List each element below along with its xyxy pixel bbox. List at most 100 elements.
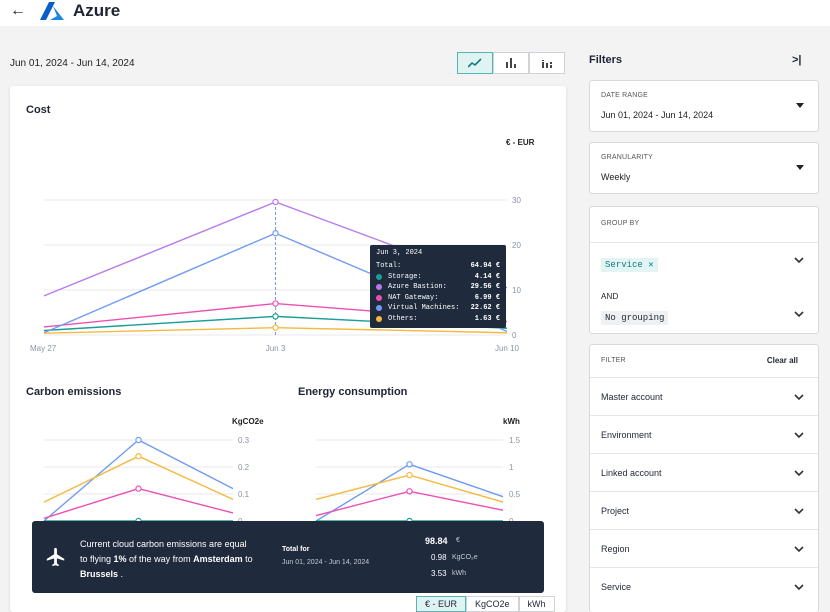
tooltip-row-bastion: Azure Bastion: 29.56 € bbox=[376, 282, 500, 293]
carbon-unit: KgCO2e bbox=[232, 417, 264, 426]
tooltip-value: 29.56 € bbox=[470, 283, 500, 292]
y-tick-label: 30 bbox=[512, 196, 521, 205]
filter-row[interactable]: Linked account bbox=[590, 453, 818, 491]
divider bbox=[590, 242, 818, 243]
line-chart-toggle[interactable] bbox=[457, 52, 493, 74]
tooltip-label: Virtual Machines: bbox=[388, 304, 460, 313]
remove-chip-icon[interactable]: ✕ bbox=[648, 260, 654, 270]
y-tick-label: 10 bbox=[512, 286, 521, 295]
carbon-banner: Current cloud carbon emissions are equal… bbox=[32, 521, 544, 593]
filter-row[interactable]: Service bbox=[590, 567, 818, 605]
storage-dot-icon bbox=[376, 273, 382, 280]
chevron-down-icon[interactable] bbox=[794, 311, 804, 318]
tooltip-value: 22.62 € bbox=[470, 304, 500, 313]
chevron-stroke bbox=[794, 584, 804, 591]
banner-percent: 1% bbox=[113, 554, 127, 564]
banner-line-2c: of the way from bbox=[126, 554, 194, 564]
total-kwh-value: 3.53 bbox=[431, 569, 447, 578]
cost-title: Cost bbox=[26, 104, 51, 116]
y-tick-label: 0.2 bbox=[238, 463, 250, 472]
bar-chart-toggle[interactable] bbox=[493, 52, 529, 74]
x-tick-label: Jun 10 bbox=[495, 344, 520, 353]
back-arrow-icon[interactable]: ← bbox=[10, 2, 26, 19]
data-point bbox=[272, 198, 279, 206]
y-tick-label: 0.5 bbox=[509, 490, 521, 499]
data-point bbox=[272, 300, 279, 307]
top-bar: ← Azure bbox=[0, 0, 830, 26]
tooltip-value: 1.63 € bbox=[474, 314, 500, 323]
filter-row-label: Environment bbox=[601, 429, 652, 440]
tooltip-value: 6.99 € bbox=[474, 293, 500, 302]
total-label: Total for bbox=[282, 546, 310, 553]
data-point bbox=[406, 471, 413, 479]
page-title: Azure bbox=[73, 1, 121, 20]
energy-chart: 00.511.5 bbox=[315, 436, 521, 526]
unit-tab-kwh[interactable]: kWh bbox=[518, 596, 555, 612]
cost-tooltip: Jun 3, 2024 Total: 64.94 € Storage: 4.14… bbox=[370, 245, 506, 328]
date-range-label: Jun 01, 2024 - Jun 14, 2024 bbox=[10, 58, 135, 69]
tooltip-value: 4.14 € bbox=[474, 272, 500, 281]
unit-tab-eur[interactable]: € - EUR bbox=[416, 596, 467, 612]
bastion-dot-icon bbox=[376, 284, 382, 291]
y-tick-label: 1.5 bbox=[509, 436, 521, 445]
y-tick-label: 0.1 bbox=[238, 490, 250, 499]
date-range-select[interactable]: DATE RANGE Jun 01, 2024 - Jun 14, 2024 bbox=[589, 80, 819, 132]
data-point bbox=[135, 485, 142, 492]
others-dot-icon bbox=[376, 315, 382, 322]
group-by-chip-label: Service bbox=[605, 260, 643, 270]
filter-row[interactable]: Environment bbox=[590, 415, 818, 453]
dropdown-arrow-icon bbox=[796, 165, 804, 170]
banner-origin: Amsterdam bbox=[193, 554, 243, 564]
unit-tabs: € - EUR KgCO2e kWh bbox=[416, 596, 555, 612]
tooltip-label: Azure Bastion: bbox=[388, 283, 447, 292]
y-tick-label: 0 bbox=[512, 331, 517, 340]
chevron-down-icon bbox=[794, 508, 804, 515]
data-point bbox=[272, 313, 279, 320]
filter-row[interactable]: Project bbox=[590, 491, 818, 529]
and-chip-label: No grouping bbox=[601, 311, 669, 325]
chevron-down-icon[interactable] bbox=[794, 257, 804, 264]
tooltip-row-others: Others: 1.63 € bbox=[376, 314, 500, 325]
banner-line-2e: to bbox=[242, 554, 253, 564]
granularity-select[interactable]: GRANULARITY Weekly bbox=[589, 142, 819, 194]
cost-unit: € - EUR bbox=[506, 138, 535, 147]
chevron-down-icon bbox=[794, 470, 804, 477]
energy-title: Energy consumption bbox=[298, 386, 408, 398]
and-chip[interactable]: No grouping bbox=[601, 307, 669, 325]
chevron-down-icon bbox=[794, 432, 804, 439]
chevron-stroke bbox=[794, 470, 804, 477]
unit-tab-co2[interactable]: KgCO2e bbox=[466, 596, 519, 612]
collapse-panel-icon[interactable]: >| bbox=[792, 54, 802, 66]
x-tick-label: Jun 3 bbox=[266, 344, 286, 353]
y-tick-label: 20 bbox=[512, 241, 521, 250]
data-point bbox=[135, 436, 142, 444]
stacked-bar-icon bbox=[541, 60, 553, 68]
filter-label: FILTER bbox=[601, 357, 626, 364]
banner-line-2a: to flying bbox=[80, 554, 114, 564]
date-range-select-label: DATE RANGE bbox=[601, 92, 648, 99]
total-eur-value: 98.84 bbox=[425, 536, 448, 546]
filter-box: FILTER Clear all Master account Environme… bbox=[589, 344, 819, 612]
granularity-label: GRANULARITY bbox=[601, 154, 653, 161]
x-tick-label: May 27 bbox=[30, 344, 57, 353]
line-chart-icon bbox=[468, 58, 482, 68]
data-point bbox=[272, 324, 279, 331]
carbon-title: Carbon emissions bbox=[26, 386, 122, 398]
tooltip-label: Others: bbox=[388, 314, 418, 323]
group-by-chip[interactable]: Service ✕ bbox=[601, 254, 658, 272]
chevron-stroke bbox=[794, 508, 804, 515]
group-by-box: GROUP BY Service ✕ AND No grouping bbox=[589, 206, 819, 334]
banner-line-3b: . bbox=[118, 569, 124, 579]
clear-all-button[interactable]: Clear all bbox=[766, 356, 798, 365]
data-point bbox=[272, 230, 279, 237]
tooltip-label: Total: bbox=[376, 262, 402, 271]
banner-line-1: Current cloud carbon emissions are equal bbox=[80, 539, 247, 549]
filter-row[interactable]: Region bbox=[590, 529, 818, 567]
filter-row[interactable]: Master account bbox=[590, 377, 818, 415]
filter-row-label: Master account bbox=[601, 391, 663, 402]
stacked-bar-toggle[interactable] bbox=[529, 52, 565, 74]
tooltip-value: 64.94 € bbox=[470, 262, 500, 271]
and-label: AND bbox=[601, 292, 619, 301]
tooltip-row-nat: NAT Gateway: 6.99 € bbox=[376, 293, 500, 304]
dropdown-arrow-icon bbox=[796, 103, 804, 108]
